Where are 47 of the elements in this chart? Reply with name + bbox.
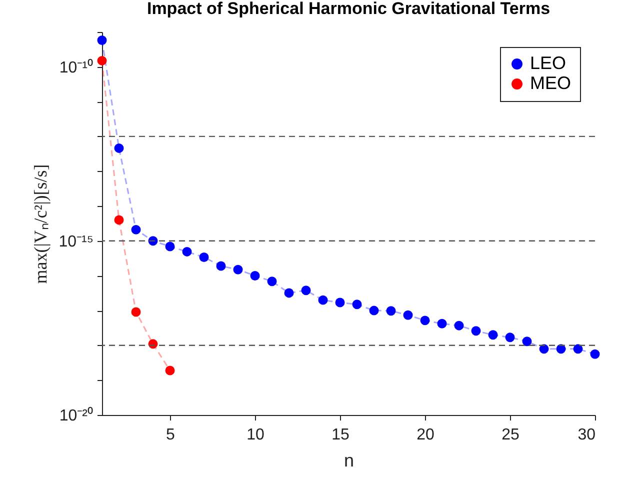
y-axis-title: max(|Vₙ/c²|)[s/s]	[30, 164, 51, 284]
point	[386, 306, 396, 316]
point	[505, 332, 515, 342]
point	[573, 344, 583, 354]
point	[199, 252, 209, 262]
x-axis-title: n	[344, 450, 354, 470]
point	[318, 295, 328, 305]
point	[97, 36, 107, 45]
point	[539, 344, 549, 354]
point	[454, 320, 464, 330]
x-tick-label: 30	[578, 426, 596, 444]
x-tick-label: 5	[166, 426, 176, 444]
legend-label: LEO	[530, 53, 566, 73]
point	[233, 264, 243, 274]
point	[114, 143, 124, 153]
x-tick-label: 10	[246, 426, 264, 444]
point	[556, 344, 566, 354]
legend-label: MEO	[530, 73, 572, 93]
point	[403, 310, 413, 320]
point	[114, 215, 124, 225]
point	[488, 330, 498, 340]
point	[284, 288, 294, 298]
point	[131, 224, 141, 234]
y-tick-label: 10⁻²⁰	[59, 406, 94, 424]
point	[522, 336, 532, 346]
point	[267, 276, 277, 286]
point	[182, 246, 192, 256]
x-tick-label: 20	[416, 426, 434, 444]
chart-title: Impact of Spherical Harmonic Gravitational Terms	[146, 0, 550, 18]
point	[437, 318, 447, 328]
point	[352, 300, 362, 310]
point	[250, 270, 260, 280]
point	[301, 286, 311, 296]
y-tick-label: 10⁻¹⁰	[59, 58, 94, 76]
point	[216, 261, 226, 271]
point	[165, 242, 175, 252]
x-tick-label: 25	[502, 426, 520, 444]
point	[369, 306, 379, 316]
point	[131, 307, 141, 317]
point	[590, 349, 600, 359]
point	[335, 298, 345, 308]
x-tick-label: 15	[332, 426, 350, 444]
point	[165, 366, 175, 376]
point	[471, 326, 481, 336]
y-tick-label: 10⁻¹⁵	[58, 233, 94, 250]
point	[420, 316, 430, 326]
point	[97, 56, 107, 66]
